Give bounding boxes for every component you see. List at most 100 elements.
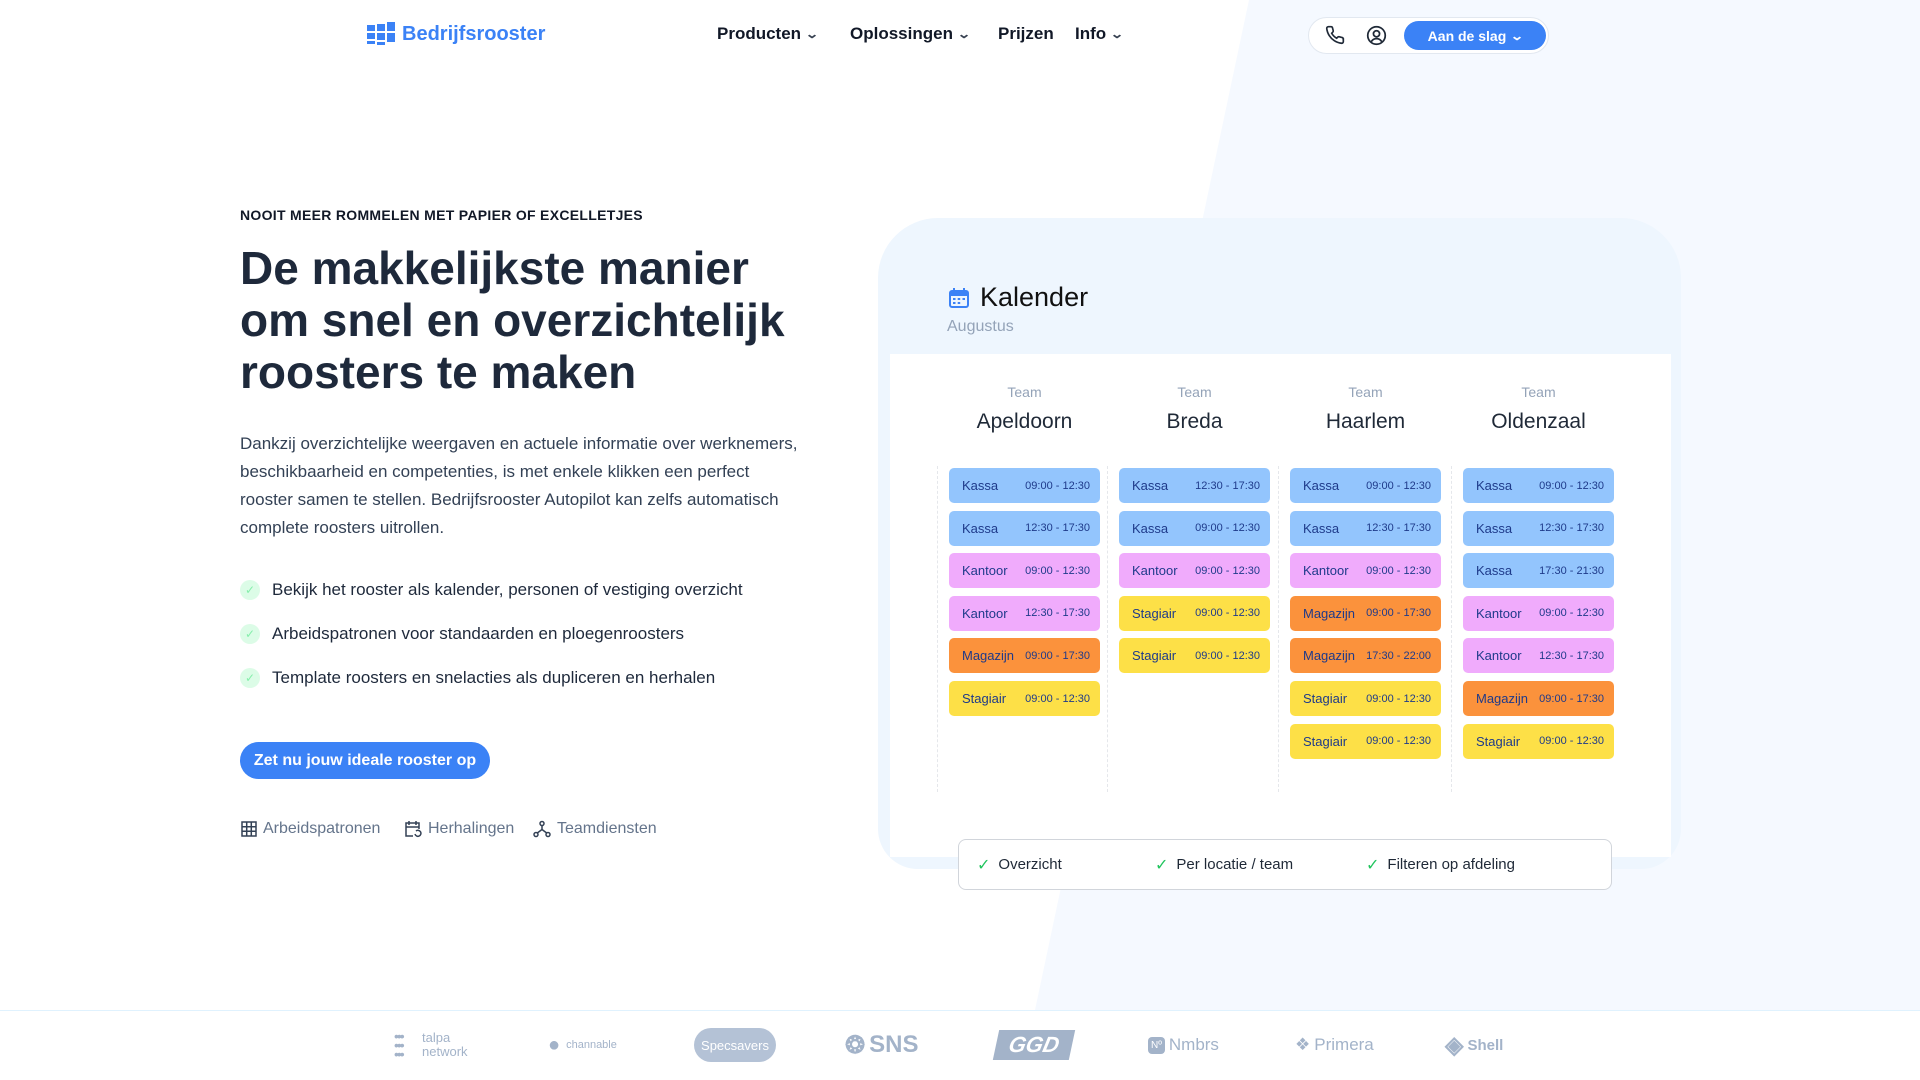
legend-text: Overzicht [998,856,1062,873]
feature-teamdiensten[interactable]: Teamdiensten [533,820,657,838]
brand-logo[interactable]: Bedrijfsrooster [367,22,545,46]
logo-sns: ❂ SNS [845,1031,919,1059]
shift-role: Kassa [1303,478,1340,493]
shift-role: Magazijn [1476,691,1529,706]
shift-time: 12:30 - 17:30 [1025,522,1090,535]
chevron-down-icon: ⌄ [1110,27,1125,41]
shift-block[interactable]: Stagiair 09:00 - 12:30 [1119,595,1270,631]
shift-block[interactable]: Kassa 09:00 - 12:30 [1290,468,1441,503]
column-divider [1107,466,1108,792]
shift-time: 12:30 - 17:30 [1539,522,1604,535]
shift-role: Stagiair [1132,605,1177,621]
shift-time: 09:00 - 12:30 [1539,607,1604,620]
phone-icon[interactable] [1325,25,1345,50]
shift-block[interactable]: Kantoor 09:00 - 12:30 [1463,595,1614,631]
shift-role: Kassa [1132,478,1169,493]
check-icon: ✓ [240,580,260,600]
hero-cta-button[interactable]: Zet nu jouw ideale rooster op [240,742,490,779]
shift-block[interactable]: Magazijn 17:30 - 22:00 [1290,638,1441,674]
nav-producten[interactable]: Producten ⌄ [717,24,820,44]
team-column-header: Team Oldenzaal [1453,384,1624,434]
shift-block[interactable]: Kantoor 09:00 - 12:30 [1290,553,1441,589]
bullet-item: ✓ Arbeidspatronen voor standaarden en plo… [240,624,684,644]
feature-label: Teamdiensten [557,820,657,837]
bullet-text: Arbeidspatronen voor standaarden en ploe… [272,624,685,643]
legend-item: ✓ Overzicht [977,855,1155,875]
shift-time: 12:30 - 17:30 [1195,479,1260,492]
shift-block[interactable]: Kassa 09:00 - 12:30 [1119,510,1270,546]
shift-block[interactable]: Kassa 17:30 - 21:30 [1463,553,1614,589]
nav-prijzen[interactable]: Prijzen [998,24,1054,44]
check-icon: ✓ [977,856,991,874]
shift-time: 09:00 - 12:30 [1195,607,1260,620]
shift-time: 17:30 - 21:30 [1539,564,1604,577]
shift-block[interactable]: Kassa 09:00 - 12:30 [949,468,1100,503]
chevron-down-icon: ⌄ [1510,28,1525,43]
shift-role: Stagiair [1476,733,1521,749]
shift-role: Stagiair [962,691,1007,706]
page-title: De makkelijkste manier om snel en overzi… [240,242,785,398]
client-logos-band [0,1010,1920,1080]
feature-label: Arbeidspatronen [263,820,381,837]
logo-channable: ● channable [548,1033,617,1056]
shift-block[interactable]: Stagiair 09:00 - 12:30 [1463,723,1614,759]
team-name: Breda [1166,410,1223,433]
windows-grid-icon [367,22,395,45]
team-name: Haarlem [1325,410,1406,433]
logo-talpa: ••• ••• ••• talpa network [394,1027,468,1062]
shift-role: Kantoor [1303,563,1349,579]
nav-label: Prijzen [998,24,1054,43]
shift-block[interactable]: Kantoor 12:30 - 17:30 [1463,638,1614,674]
feature-label: Herhalingen [428,820,515,837]
logo-shell: ◈ Shell [1445,1031,1504,1059]
shift-block[interactable]: Kassa 12:30 - 17:30 [1119,468,1270,503]
shift-block[interactable]: Stagiair 09:00 - 12:30 [1290,723,1441,759]
shift-block[interactable]: Magazijn 09:00 - 17:30 [1463,681,1614,716]
shift-role: Kassa [962,520,999,536]
check-icon: ✓ [1366,856,1380,874]
shift-time: 09:00 - 12:30 [1025,564,1090,577]
calendar-month: Augustus [947,318,1014,335]
team-label: Team [1521,384,1556,400]
nav-oplossingen[interactable]: Oplossingen ⌄ [850,24,971,44]
shift-block[interactable]: Stagiair 09:00 - 12:30 [1119,638,1270,674]
chevron-down-icon: ⌄ [805,27,820,41]
shift-role: Kantoor [962,563,1008,579]
grid-icon [241,821,257,837]
logo-primera: ❖ Primera [1295,1035,1374,1054]
shift-block[interactable]: Stagiair 09:00 - 12:30 [1290,681,1441,716]
logo-nmbrs: Nº Nmbrs [1148,1030,1219,1060]
shift-block[interactable]: Magazijn 09:00 - 17:30 [949,638,1100,674]
nav-label: Oplossingen [850,24,953,43]
shift-role: Stagiair [1303,733,1348,749]
shift-role: Kantoor [1476,605,1522,621]
team-label: Team [1007,384,1042,400]
shift-block[interactable]: Kassa 12:30 - 17:30 [1463,510,1614,546]
feature-arbeidspatronen[interactable]: Arbeidspatronen [241,820,380,838]
column-divider [1278,466,1279,792]
shift-block[interactable]: Kantoor 09:00 - 12:30 [1119,553,1270,589]
shift-role: Kantoor [1132,563,1178,579]
eyebrow: NOOIT MEER ROMMELEN MET PAPIER OF EXCELL… [240,207,643,223]
user-circle-icon[interactable] [1366,25,1387,51]
feature-herhalingen[interactable]: Herhalingen [404,820,514,838]
shift-role: Kassa [1476,520,1513,536]
shift-time: 09:00 - 12:30 [1539,479,1604,492]
calendar-title-text: Kalender [980,282,1089,312]
shift-block[interactable]: Magazijn 09:00 - 17:30 [1290,595,1441,631]
check-icon: ✓ [240,624,260,644]
shift-block[interactable]: Stagiair 09:00 - 12:30 [949,681,1100,716]
shift-block[interactable]: Kassa 09:00 - 12:30 [1463,468,1614,503]
team-column-header: Team Haarlem [1280,384,1451,434]
shift-block[interactable]: Kantoor 09:00 - 12:30 [949,553,1100,589]
shift-block[interactable]: Kassa 12:30 - 17:30 [1290,510,1441,546]
nav-info[interactable]: Info ⌄ [1075,24,1125,44]
team-column-header: Team Breda [1109,384,1280,434]
shift-block[interactable]: Kantoor 12:30 - 17:30 [949,595,1100,631]
get-started-button[interactable]: Aan de slag ⌄ [1404,21,1546,50]
shift-role: Magazijn [1303,648,1356,664]
shift-block[interactable]: Kassa 12:30 - 17:30 [949,510,1100,546]
team-name: Apeldoorn [976,410,1073,433]
column-divider [1451,466,1452,792]
shift-time: 09:00 - 12:30 [1539,735,1604,748]
